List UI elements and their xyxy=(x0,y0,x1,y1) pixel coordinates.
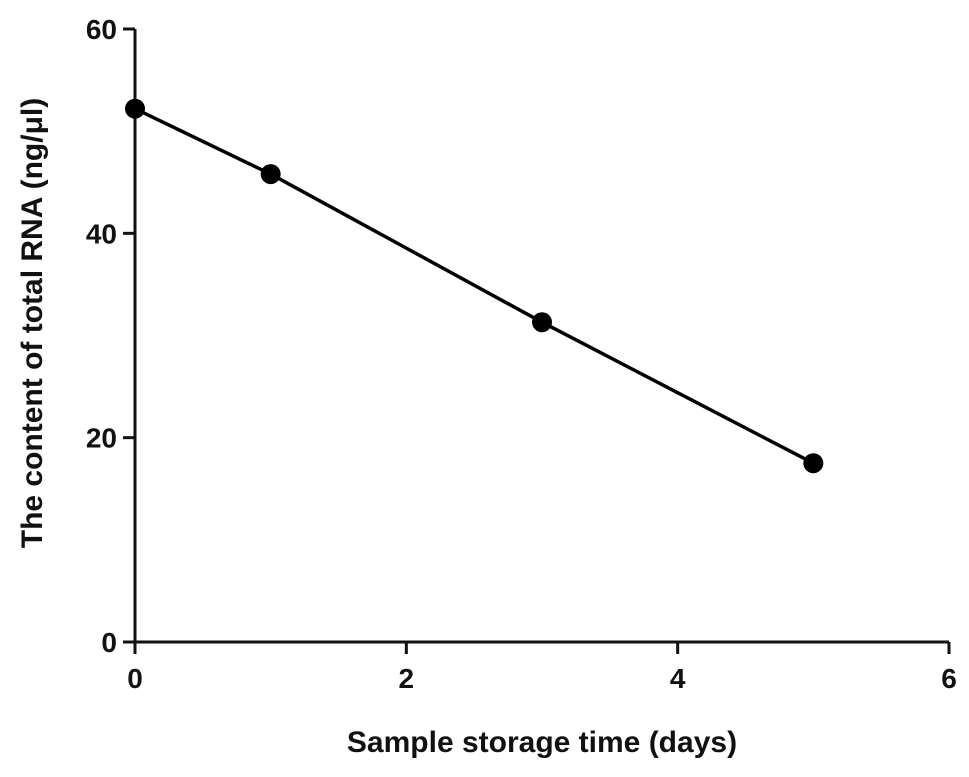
y-tick-label: 40 xyxy=(86,218,117,249)
x-axis-title: Sample storage time (days) xyxy=(347,726,737,759)
x-tick-label: 4 xyxy=(670,663,686,694)
x-tick-label: 2 xyxy=(399,663,415,694)
data-point xyxy=(803,453,824,474)
y-tick-label: 60 xyxy=(86,14,117,45)
axes xyxy=(133,29,949,644)
y-axis-title: The content of total RNA (ng/μl) xyxy=(16,98,49,549)
x-tick-label: 0 xyxy=(127,663,143,694)
series-line xyxy=(134,107,815,465)
y-tick-label: 20 xyxy=(86,423,117,454)
data-point xyxy=(260,164,281,185)
y-tick-label: 0 xyxy=(101,627,117,658)
series-layer xyxy=(125,98,824,474)
x-tick-label: 6 xyxy=(941,663,957,694)
data-point xyxy=(125,98,145,119)
data-point xyxy=(532,312,552,333)
